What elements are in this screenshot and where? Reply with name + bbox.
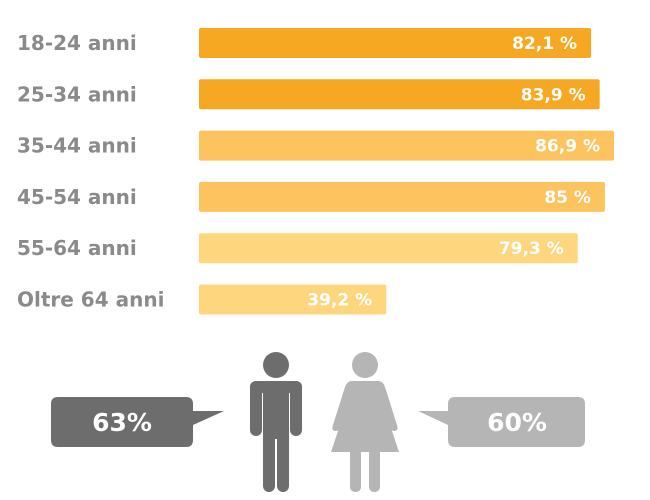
male-bubble-shape [51, 397, 224, 447]
category-label: 25-34 anni [17, 82, 137, 106]
bar [199, 130, 614, 161]
bar [199, 181, 605, 212]
category-label: 45-54 anni [17, 185, 137, 209]
bar-value-label: 79,3 % [499, 239, 564, 259]
bar-value-label: 39,2 % [307, 291, 372, 311]
female-figure-icon [331, 352, 399, 492]
bar [199, 284, 387, 315]
bar-value-label: 86,9 % [535, 137, 600, 157]
female-bubble: 60% [418, 397, 585, 447]
category-label: 35-44 anni [17, 134, 137, 158]
bar [199, 233, 578, 264]
female-bubble-shape [418, 397, 585, 447]
category-label: Oltre 64 anni [17, 288, 164, 312]
bars-layer: 18-24 anni 82,1 % 25-34 anni 83,9 % 35-44 an… [17, 28, 614, 315]
category-label: 55-64 anni [17, 236, 137, 260]
male-figure-icon [250, 352, 302, 492]
female-percentage: 60% [487, 408, 547, 437]
bar-value-label: 83,9 % [521, 85, 586, 105]
bar-value-label: 82,1 % [512, 34, 577, 54]
male-percentage: 63% [92, 408, 152, 437]
category-label: 18-24 anni [17, 31, 137, 55]
bar-value-label: 85 % [544, 188, 591, 208]
male-bubble: 63% [51, 397, 224, 447]
bar [199, 28, 592, 58]
bar [199, 79, 600, 110]
